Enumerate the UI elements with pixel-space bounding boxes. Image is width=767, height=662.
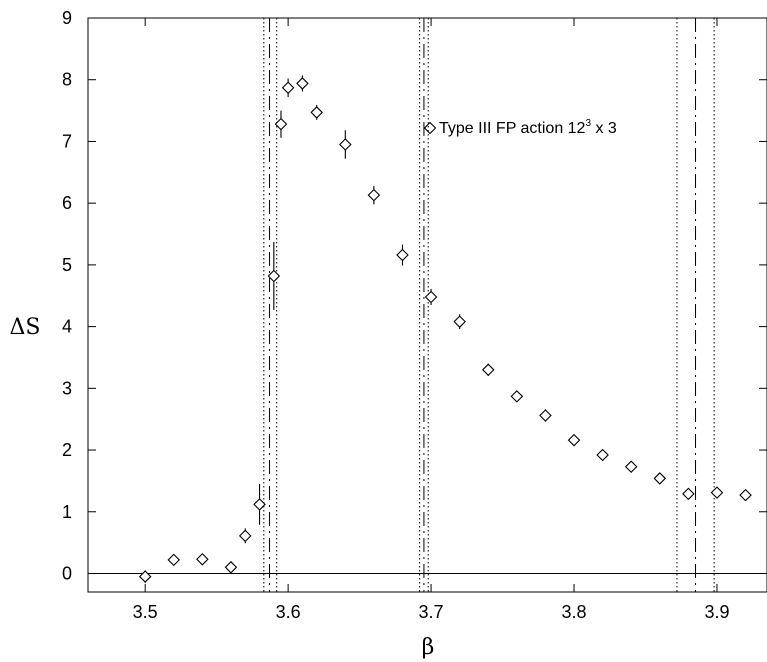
- data-layer: [138, 75, 752, 583]
- y-tick-label: 1: [62, 502, 72, 522]
- y-tick-label: 4: [62, 317, 72, 337]
- legend-label-exponent: 3: [585, 118, 591, 129]
- data-point-diamond: [167, 553, 181, 567]
- vertical-lines-layer: [263, 18, 715, 592]
- legend-marker-diamond: [423, 121, 437, 135]
- data-point-diamond: [510, 390, 524, 403]
- data-point-diamond: [274, 117, 288, 131]
- data-point-diamond: [453, 315, 466, 328]
- data-point-diamond: [196, 553, 209, 566]
- data-point-diamond: [281, 81, 295, 95]
- x-tick-label: 3.8: [562, 602, 587, 622]
- data-point-diamond: [739, 488, 752, 502]
- data-point-diamond: [339, 138, 352, 151]
- data-point-diamond: [238, 529, 252, 543]
- plot-frame-layer: [87, 17, 767, 593]
- y-tick-label: 6: [62, 193, 72, 213]
- data-point-diamond: [596, 448, 609, 462]
- data-point-diamond: [624, 460, 638, 473]
- y-tick-label: 7: [62, 131, 72, 151]
- data-point-diamond: [253, 498, 266, 511]
- y-tick-label: 9: [62, 8, 72, 28]
- x-tick-label: 3.9: [704, 602, 729, 622]
- data-point-diamond: [224, 561, 238, 574]
- data-point-diamond: [567, 433, 581, 447]
- data-point-diamond: [653, 472, 667, 485]
- data-point-diamond: [367, 188, 381, 202]
- legend: Type III FP action 123 x 3: [423, 118, 617, 137]
- x-tick-label: 3.7: [419, 602, 444, 622]
- data-point-diamond: [267, 269, 281, 283]
- legend-label: Type III FP action 123 x 3: [439, 118, 617, 137]
- data-point-diamond: [424, 290, 438, 304]
- data-point-diamond: [396, 248, 409, 262]
- data-point-diamond: [539, 409, 552, 422]
- data-point-diamond: [481, 363, 495, 377]
- x-tick-label: 3.5: [133, 602, 158, 622]
- y-tick-label: 8: [62, 70, 72, 90]
- data-point-diamond: [710, 486, 724, 499]
- x-tick-label: 3.6: [276, 602, 301, 622]
- y-tick-label: 5: [62, 255, 72, 275]
- data-point-diamond: [310, 106, 323, 119]
- legend-label-main: Type III FP action 12: [439, 120, 586, 137]
- legend-label-tail: x 3: [591, 120, 617, 137]
- y-axis-label: ΔS: [10, 315, 41, 340]
- y-tick-label: 0: [62, 563, 72, 583]
- x-axis-label: β: [422, 635, 435, 660]
- ticks-layer: 3.5 3.6 3.7 3.8 3.9 0 1 2 3 4 5 6 7 8 9: [62, 8, 767, 622]
- data-point-diamond: [138, 570, 152, 583]
- plot-frame: [87, 17, 767, 593]
- y-tick-label: 2: [62, 440, 72, 460]
- data-point-diamond: [296, 77, 309, 90]
- y-tick-label: 3: [62, 378, 72, 398]
- data-point-diamond: [682, 487, 695, 501]
